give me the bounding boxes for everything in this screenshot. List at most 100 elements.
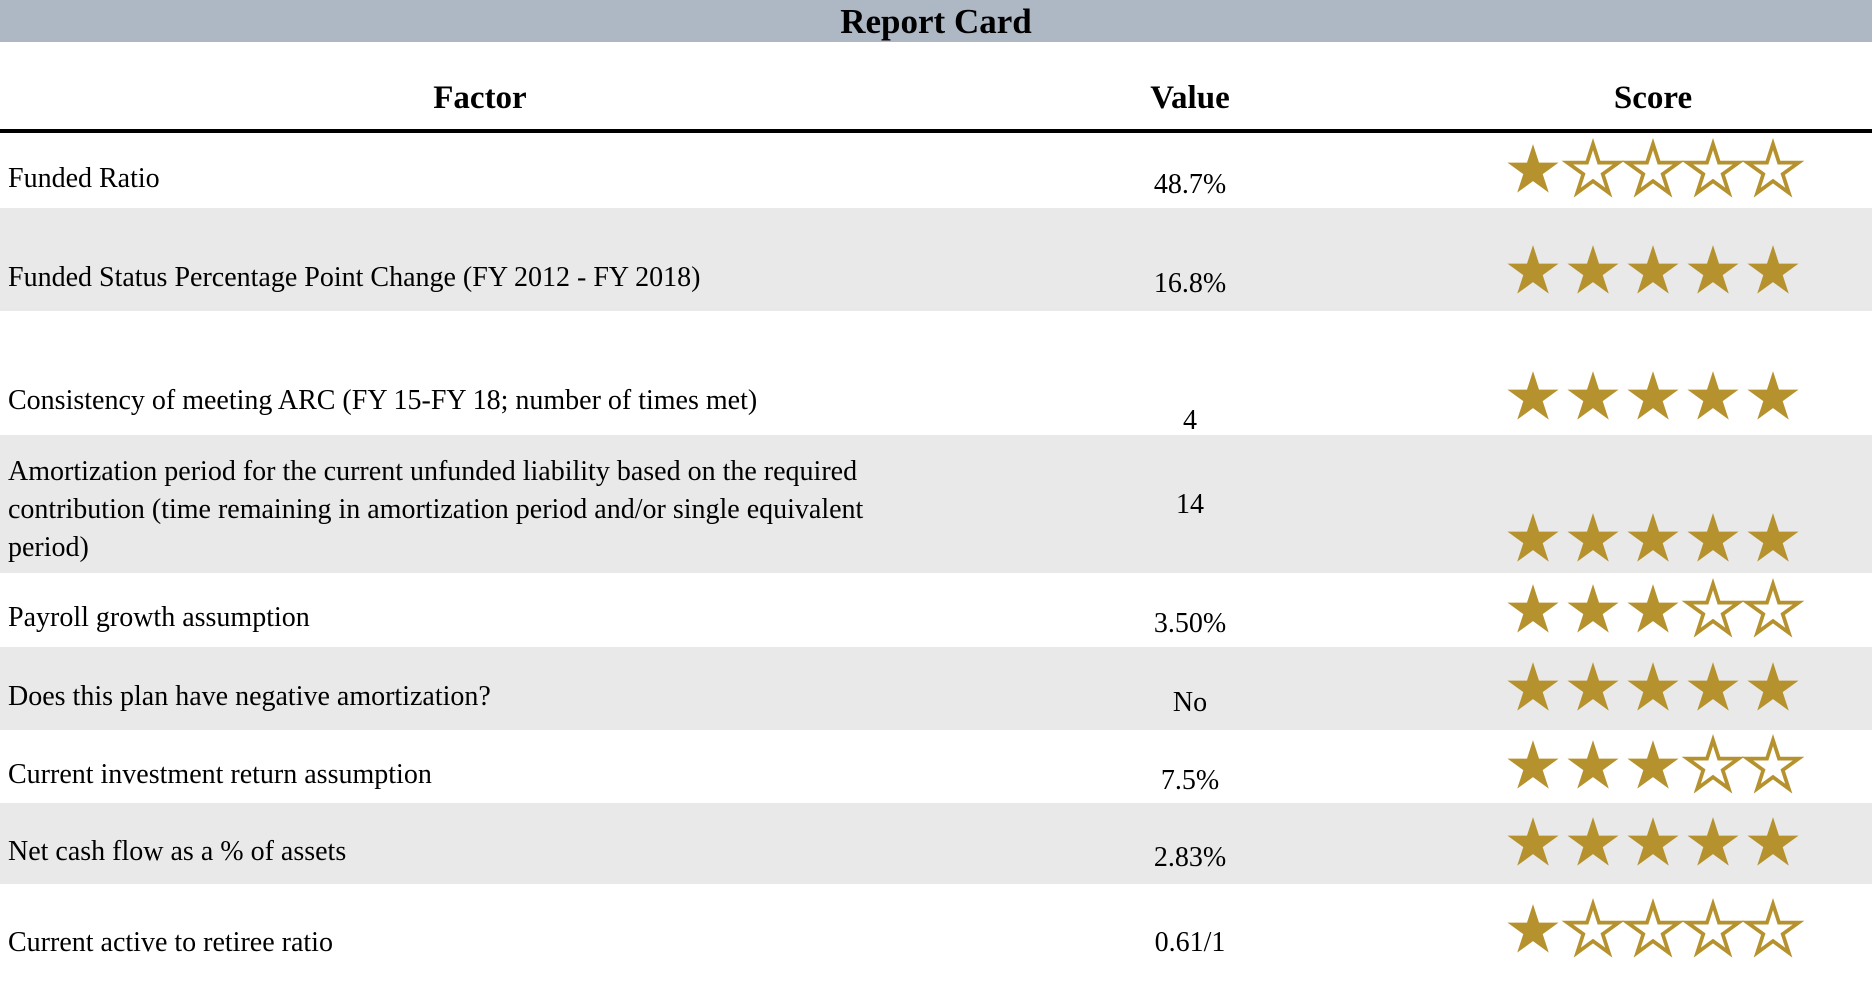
column-header-row: Factor Value Score xyxy=(0,42,1872,133)
table-row: Payroll growth assumption 3.50% xyxy=(0,573,1872,647)
star-outline-icon xyxy=(1681,897,1745,958)
factor-label: Does this plan have negative amortizatio… xyxy=(8,680,491,712)
star-filled-icon xyxy=(1687,512,1739,562)
star-filled-icon xyxy=(1567,817,1619,866)
value-cell: 16.8% xyxy=(960,208,1420,311)
star-filled-icon xyxy=(1747,370,1799,420)
factor-label: Net cash flow as a % of assets xyxy=(8,835,347,867)
star-filled-icon xyxy=(1627,662,1679,711)
value-text: 48.7% xyxy=(1153,168,1227,200)
value-cell: 2.83% xyxy=(960,803,1420,884)
value-text: 3.50% xyxy=(1153,608,1227,639)
star-filled-icon xyxy=(1507,740,1559,789)
score-cell xyxy=(1420,573,1872,647)
score-stars xyxy=(1506,512,1800,563)
star-filled-icon xyxy=(1747,817,1799,866)
table-row: Funded Status Percentage Point Change (F… xyxy=(0,208,1872,311)
factor-label: Funded Status Percentage Point Change (F… xyxy=(8,261,701,293)
value-text: No xyxy=(1172,686,1208,718)
table-row: Amortization period for the current unfu… xyxy=(0,435,1872,573)
value-text: 0.61/1 xyxy=(1154,927,1226,958)
score-stars xyxy=(1506,137,1805,198)
table-row: Funded Ratio 48.7% xyxy=(0,133,1872,208)
star-filled-icon xyxy=(1747,512,1799,562)
star-filled-icon xyxy=(1687,370,1739,420)
star-outline-icon xyxy=(1741,897,1805,958)
factor-cell: Amortization period for the current unfu… xyxy=(0,435,960,573)
title-bar: Report Card xyxy=(0,0,1872,42)
score-cell xyxy=(1420,647,1872,730)
table-row: Current active to retiree ratio 0.61/1 xyxy=(0,884,1872,1000)
column-header-value: Value xyxy=(1150,80,1230,116)
star-filled-icon xyxy=(1507,662,1559,711)
table-row: Consistency of meeting ARC (FY 15-FY 18;… xyxy=(0,311,1872,436)
star-filled-icon xyxy=(1627,583,1679,633)
table-row: Does this plan have negative amortizatio… xyxy=(0,647,1872,730)
score-cell xyxy=(1420,208,1872,311)
star-filled-icon xyxy=(1627,740,1679,789)
value-cell: 4 xyxy=(960,311,1420,436)
factor-cell: Payroll growth assumption xyxy=(0,573,960,647)
star-filled-icon xyxy=(1687,245,1739,294)
factor-label: Funded Ratio xyxy=(8,162,160,194)
score-stars xyxy=(1506,244,1800,295)
star-filled-icon xyxy=(1567,740,1619,789)
value-cell: 48.7% xyxy=(960,133,1420,208)
score-cell xyxy=(1420,133,1872,208)
column-header-score: Score xyxy=(1613,80,1693,116)
star-outline-icon xyxy=(1681,733,1745,794)
star-filled-icon xyxy=(1567,512,1619,562)
factor-label: Current investment return assumption xyxy=(8,758,432,790)
factor-cell: Current active to retiree ratio xyxy=(0,884,960,1000)
star-filled-icon xyxy=(1507,245,1559,294)
value-cell: 0.61/1 xyxy=(960,884,1420,1000)
star-outline-icon xyxy=(1741,733,1805,794)
star-filled-icon xyxy=(1627,245,1679,294)
star-outline-icon xyxy=(1621,897,1685,958)
score-cell xyxy=(1420,803,1872,884)
score-stars xyxy=(1506,661,1800,712)
score-cell xyxy=(1420,884,1872,1000)
factor-label: Amortization period for the current unfu… xyxy=(8,456,864,563)
star-filled-icon xyxy=(1627,512,1679,562)
star-filled-icon xyxy=(1567,370,1619,420)
factor-cell: Does this plan have negative amortizatio… xyxy=(0,647,960,730)
star-filled-icon xyxy=(1507,370,1559,420)
score-cell xyxy=(1420,730,1872,803)
score-stars xyxy=(1506,577,1805,638)
star-filled-icon xyxy=(1507,512,1559,562)
column-header-factor: Factor xyxy=(433,80,527,116)
star-filled-icon xyxy=(1507,583,1559,633)
score-stars xyxy=(1506,897,1805,958)
value-cell: 3.50% xyxy=(960,573,1420,647)
factor-cell: Current investment return assumption xyxy=(0,730,960,803)
factor-label: Payroll growth assumption xyxy=(8,602,310,633)
star-filled-icon xyxy=(1567,662,1619,711)
star-outline-icon xyxy=(1741,137,1805,198)
factor-label: Current active to retiree ratio xyxy=(8,927,333,958)
star-outline-icon xyxy=(1561,137,1625,198)
star-outline-icon xyxy=(1561,897,1625,958)
factor-cell: Net cash flow as a % of assets xyxy=(0,803,960,884)
star-filled-icon xyxy=(1687,817,1739,866)
star-filled-icon xyxy=(1507,903,1559,953)
factor-cell: Consistency of meeting ARC (FY 15-FY 18;… xyxy=(0,311,960,435)
score-stars xyxy=(1506,816,1800,867)
value-cell: No xyxy=(960,647,1420,730)
score-stars xyxy=(1506,733,1805,794)
star-outline-icon xyxy=(1741,577,1805,638)
value-text: 2.83% xyxy=(1153,841,1227,873)
score-cell xyxy=(1420,311,1872,435)
factor-cell: Funded Status Percentage Point Change (F… xyxy=(0,208,960,311)
report-card-table: Funded Ratio 48.7% Funded Status Percent… xyxy=(0,133,1872,1000)
value-text: 7.5% xyxy=(1160,764,1220,796)
star-filled-icon xyxy=(1687,662,1739,711)
star-outline-icon xyxy=(1681,577,1745,638)
score-stars xyxy=(1506,370,1800,421)
star-filled-icon xyxy=(1507,144,1559,193)
page-title: Report Card xyxy=(840,1,1032,41)
star-outline-icon xyxy=(1621,137,1685,198)
star-outline-icon xyxy=(1681,137,1745,198)
star-filled-icon xyxy=(1627,817,1679,866)
star-filled-icon xyxy=(1747,245,1799,294)
